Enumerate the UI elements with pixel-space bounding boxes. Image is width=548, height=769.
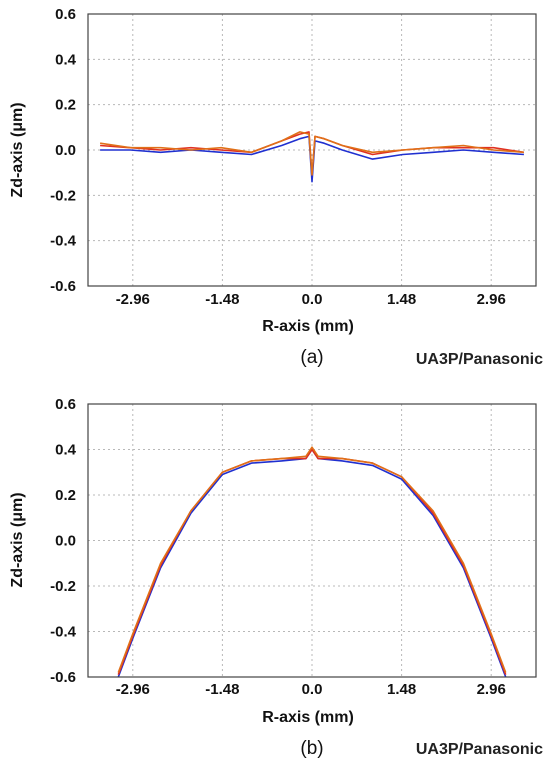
chart-panel-b: -2.96 -1.48 0.0 1.48 2.96 0.6 0.4 0.2 0.0 -0.2 -0.… xyxy=(9,396,543,759)
y-tick-label: 0.4 xyxy=(55,51,77,68)
x-tick-label: -1.48 xyxy=(205,291,239,308)
y-tick-label: -0.4 xyxy=(50,233,77,250)
panel-label: (b) xyxy=(300,738,323,759)
panel-label: (a) xyxy=(300,347,323,368)
x-axis-label: R-axis (mm) xyxy=(262,709,354,726)
plot-frame xyxy=(87,403,537,678)
y-tick-label: -0.4 xyxy=(50,624,77,641)
x-tick-label: -2.96 xyxy=(116,681,150,698)
y-tick-label: 0.4 xyxy=(55,442,77,459)
y-tick-label: -0.2 xyxy=(50,187,76,204)
y-axis-label: Zd-axis (μm) xyxy=(9,492,26,587)
y-tick-label: -0.6 xyxy=(50,669,76,686)
chart-panel-a: -2.96 -1.48 0.0 1.48 2.96 0.6 0.4 0.2 0.0 -0.2 -0.… xyxy=(9,6,543,368)
series-line-2 xyxy=(99,131,524,176)
y-tick-label: -0.6 xyxy=(50,278,76,295)
y-tick-label: 0.2 xyxy=(55,487,76,504)
y-tick-label: 0.6 xyxy=(55,6,76,23)
brand-label: UA3P/Panasonic xyxy=(416,351,543,368)
y-tick-label: 0.2 xyxy=(55,97,76,114)
y-axis-label: Zd-axis (μm) xyxy=(9,102,26,197)
x-tick-label: 2.96 xyxy=(477,681,506,698)
x-tick-label: 0.0 xyxy=(302,681,323,698)
series-line-2 xyxy=(117,446,507,673)
y-tick-label: 0.0 xyxy=(55,533,76,550)
plot-frame xyxy=(87,13,537,287)
y-tick-label: 0.0 xyxy=(55,142,76,159)
brand-label: UA3P/Panasonic xyxy=(416,741,543,758)
x-axis-label: R-axis (mm) xyxy=(262,318,354,335)
x-tick-label: -2.96 xyxy=(116,291,150,308)
y-tick-label: -0.2 xyxy=(50,578,76,595)
x-tick-label: 2.96 xyxy=(477,291,506,308)
y-tick-label: 0.6 xyxy=(55,396,76,413)
x-tick-label: 0.0 xyxy=(302,291,323,308)
x-tick-label: 1.48 xyxy=(387,291,416,308)
x-tick-label: -1.48 xyxy=(205,681,239,698)
x-tick-label: 1.48 xyxy=(387,681,416,698)
